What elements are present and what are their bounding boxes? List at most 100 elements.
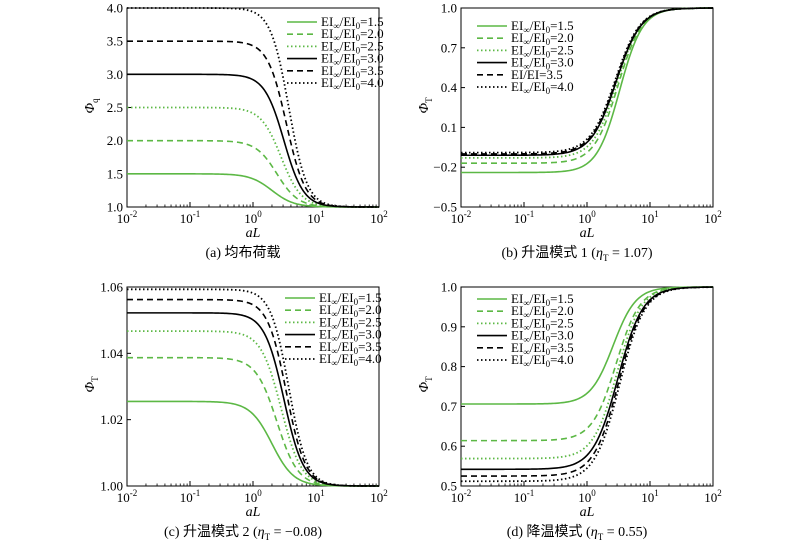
y-tick-label: 1.0: [107, 200, 123, 215]
legend-label: EI∞/EI0=4.0: [321, 75, 384, 92]
series-line-2-5: [127, 106, 379, 208]
x-tick-label: 10-1: [180, 488, 201, 505]
x-tick-label: 101: [307, 488, 325, 505]
legend-label: EI∞/EI0=3.5: [319, 339, 382, 356]
y-tick-label: 2.0: [107, 133, 123, 148]
series-line-3-0: [461, 7, 714, 157]
legend-label: EI∞/EI0=1.5: [319, 290, 382, 307]
series-line-2-5: [461, 286, 714, 460]
y-axis-title: Φq: [83, 98, 100, 114]
legend-label: EI∞/EI0=2.0: [511, 30, 574, 47]
y-tick-label: 0.4: [441, 80, 458, 95]
legend-label: EI∞/EI0=3.0: [511, 328, 574, 345]
y-axis-title: ΦT: [417, 376, 434, 393]
legend: EI∞/EI0=1.5EI∞/EI0=2.0EI∞/EI0=2.5EI∞/EI0…: [477, 18, 574, 96]
x-tick-label: 102: [704, 488, 722, 505]
y-tick-label: 1.00: [100, 479, 123, 494]
legend-label: EI∞/EI0=1.5: [511, 18, 574, 35]
series-line-1-5: [461, 7, 713, 174]
y-tick-label: 4.0: [107, 1, 123, 16]
panel-c: 1.00 1.02 1.04 1.06 10-2 10-1 100 101 102 aL ΦT EI∞…: [83, 280, 388, 543]
panel-caption: (d) 降温模式 (ηT = 0.55): [507, 524, 648, 542]
series-line-4-0: [461, 7, 713, 154]
series-line-3-0: [461, 286, 714, 471]
y-axis-title: ΦT: [83, 376, 100, 393]
legend-label: EI∞/EI0=1.5: [511, 291, 574, 308]
x-tick-label: 101: [307, 209, 325, 226]
x-axis-title: aL: [246, 505, 261, 520]
y-tick-label: −0.5: [433, 200, 457, 215]
series-line-2-5: [461, 7, 713, 159]
legend-label: EI∞/EI0=2.0: [511, 303, 574, 320]
legend: EI∞/EI0=1.5EI∞/EI0=2.0EI∞/EI0=2.5EI∞/EI0…: [285, 290, 382, 368]
x-tick-label: 101: [641, 488, 659, 505]
legend-label: EI∞/EI0=3.0: [511, 55, 574, 72]
legend: EI∞/EI0=1.5EI∞/EI0=2.0EI∞/EI0=2.5EI∞/EI0…: [477, 291, 574, 369]
y-tick-label: 0.6: [441, 439, 458, 454]
x-axis-title: aL: [246, 226, 261, 241]
x-tick-label: 100: [244, 488, 262, 505]
series-line-3-5: [127, 298, 379, 487]
y-tick-label: −0.2: [433, 160, 457, 175]
y-axis-title: ΦT: [417, 97, 434, 114]
legend: EI∞/EI0=1.5EI∞/EI0=2.0EI∞/EI0=2.5EI∞/EI0…: [287, 14, 384, 92]
series-line-3-0: [127, 312, 379, 487]
y-tick-label: 1.04: [100, 346, 123, 361]
legend-label: EI∞/EI0=1.5: [321, 14, 384, 31]
panel-caption: (a) 均布荷载: [205, 245, 280, 261]
series-line-3-0: [127, 73, 379, 208]
legend-label: EI∞/EI0=4.0: [319, 351, 382, 368]
x-tick-label: 102: [370, 209, 388, 226]
legend-label: EI∞/EI0=2.5: [319, 314, 382, 331]
y-tick-label: 1.0: [441, 280, 457, 295]
x-tick-label: 10-2: [451, 488, 472, 505]
y-tick-label: 0.7: [441, 399, 458, 414]
series-line-2-0: [127, 139, 379, 208]
x-tick-label: 100: [578, 209, 596, 226]
legend-label: EI∞/EI0=2.5: [511, 42, 574, 59]
y-tick-label: 0.7: [441, 40, 458, 55]
x-axis-title: aL: [580, 505, 595, 520]
y-tick-label: 1.02: [100, 412, 123, 427]
legend-label: EI∞/EI0=2.0: [319, 302, 382, 319]
y-tick-label: 0.1: [441, 120, 457, 135]
series-line-2-0: [127, 356, 379, 487]
panel-d: 0.5 0.6 0.7 0.8 0.9 1.0 10-2 10-1 100 101 102 aL ΦT E…: [417, 280, 722, 543]
x-tick-label: 10-1: [514, 209, 535, 226]
series-line-2-0: [461, 286, 714, 442]
legend-label: EI∞/EI0=3.5: [511, 340, 574, 357]
x-tick-label: 10-1: [180, 209, 201, 226]
legend-label: EI/EI=3.5: [511, 67, 563, 82]
x-tick-label: 10-2: [117, 488, 138, 505]
x-tick-label: 100: [244, 209, 262, 226]
series-line-3-5: [461, 286, 714, 477]
legend-label: EI∞/EI0=3.0: [321, 51, 384, 68]
x-tick-label: 102: [704, 209, 722, 226]
legend-label: EI∞/EI0=4.0: [511, 79, 574, 96]
panel-a: 1.0 1.5 2.0 2.5 3.0 3.5 4.0 10-2 10-1 100 101 102 aL…: [83, 1, 388, 262]
y-tick-label: 0.9: [441, 319, 457, 334]
x-tick-label: 100: [578, 488, 596, 505]
y-tick-label: 0.5: [441, 479, 457, 494]
legend-label: EI∞/EI0=2.0: [321, 26, 384, 43]
y-tick-label: 1.0: [441, 1, 457, 16]
legend-label: EI∞/EI0=4.0: [511, 352, 574, 369]
series-line-3-5: [461, 7, 714, 155]
panel-b: −0.5 −0.2 0.1 0.4 0.7 1.0 10-2 10-1 100 101 102 aL Φ…: [417, 1, 722, 264]
legend-label: EI∞/EI0=3.5: [321, 63, 384, 80]
series-line-4-0: [461, 286, 714, 483]
legend-label: EI∞/EI0=3.0: [319, 327, 382, 344]
panel-caption: (c) 升温模式 2 (ηT = −0.08): [164, 524, 322, 542]
series-line-1-5: [127, 400, 380, 487]
legend-label: EI∞/EI0=2.5: [321, 38, 384, 55]
x-axis-title: aL: [580, 226, 595, 241]
series-line-1-5: [461, 286, 713, 405]
series-line-3-5: [127, 40, 379, 208]
y-tick-label: 1.5: [107, 166, 123, 181]
y-tick-label: 3.5: [107, 34, 123, 49]
y-tick-label: 3.0: [107, 67, 123, 82]
x-tick-label: 101: [641, 209, 659, 226]
panel-caption: (b) 升温模式 1 (ηT = 1.07): [501, 245, 652, 263]
y-tick-label: 0.8: [441, 359, 457, 374]
